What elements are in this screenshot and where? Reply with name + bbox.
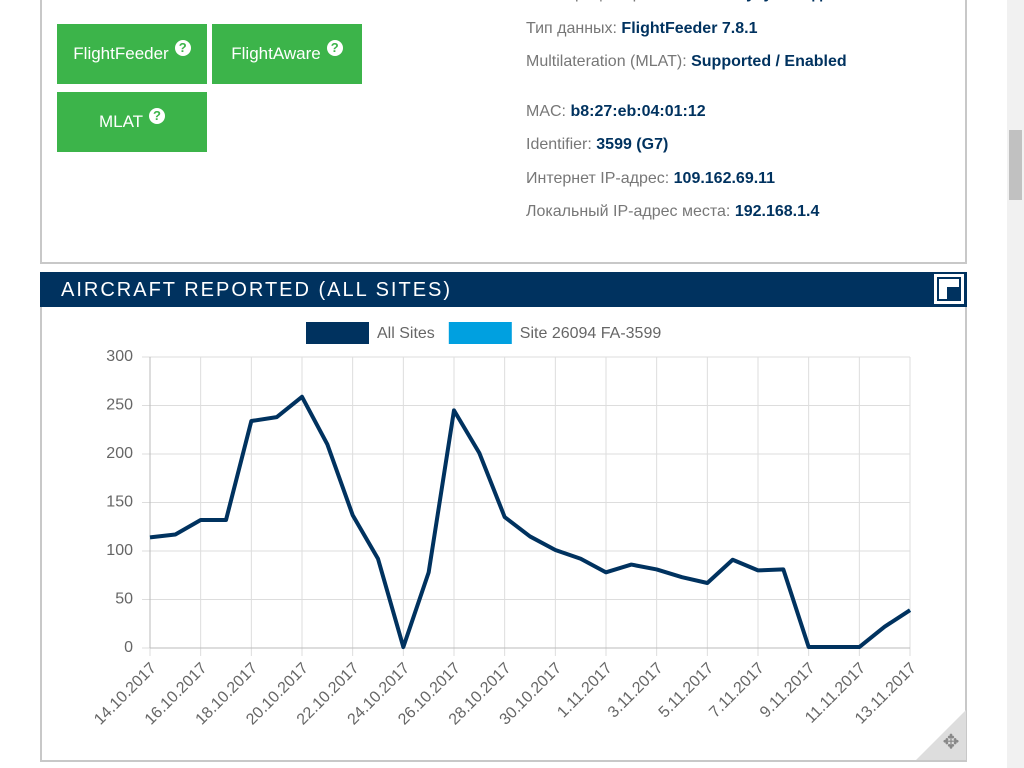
y-tick-label: 50 <box>115 591 133 608</box>
info-label: MAC: <box>526 103 566 120</box>
button[interactable]: FlightFeeder? <box>57 24 207 84</box>
y-tick-label: 100 <box>106 542 133 559</box>
info-value: 192.168.1.4 <box>734 203 820 220</box>
info-row: Multilateration (MLAT): Supported / Enab… <box>526 53 847 71</box>
help-icon: ? <box>149 108 166 124</box>
resize-corner[interactable] <box>916 710 966 760</box>
info-label: Тип данных: <box>526 20 617 37</box>
info-value: Supported / Enabled <box>691 53 847 70</box>
info-row: Тип данных: FlightFeeder 7.8.1 <box>526 20 757 38</box>
y-tick-label: 150 <box>106 494 133 511</box>
info-row: Локальный IP-адрес места: 192.168.1.4 <box>526 203 819 221</box>
info-label: Регистрация приемника: <box>526 0 709 2</box>
button[interactable]: FlightAware? <box>212 24 362 84</box>
button-label: MLAT <box>98 112 144 131</box>
info-value: Минуту назад <box>713 0 822 2</box>
legend-label: Site 26094 FA-3599 <box>520 325 662 342</box>
info-row: Регистрация приемника: Минуту назад <box>526 0 822 3</box>
legend-swatch <box>306 322 369 344</box>
panel-header: AIRCRAFT REPORTED (ALL SITES) <box>40 272 967 307</box>
info-row: MAC: b8:27:eb:04:01:12 <box>526 103 706 121</box>
legend-swatch <box>448 322 512 344</box>
info-label: Локальный IP-адрес места: <box>526 203 731 220</box>
info-label: Интернет IP-адрес: <box>526 170 670 187</box>
scrollbar[interactable] <box>1007 0 1024 768</box>
expand-button[interactable] <box>934 274 964 304</box>
info-label: Identifier: <box>526 136 592 153</box>
info-value: b8:27:eb:04:01:12 <box>570 103 706 120</box>
panel-title: AIRCRAFT REPORTED (ALL SITES) <box>61 279 453 301</box>
y-tick-label: 300 <box>106 348 133 365</box>
y-tick-label: 200 <box>106 445 133 462</box>
info-row: Интернет IP-адрес: 109.162.69.11 <box>526 170 775 188</box>
info-value: FlightFeeder 7.8.1 <box>621 20 758 37</box>
help-icon: ? <box>174 40 191 56</box>
y-tick-label: 250 <box>106 397 133 414</box>
line-series <box>149 394 912 650</box>
y-tick-label: 0 <box>124 639 133 656</box>
legend-label: All Sites <box>377 325 435 342</box>
info-value: 109.162.69.11 <box>673 170 776 187</box>
button-label: FlightFeeder <box>73 44 169 63</box>
info-row: Identifier: 3599 (G7) <box>526 136 668 154</box>
button-label: FlightAware <box>231 44 321 63</box>
help-icon: ? <box>326 40 343 56</box>
move-icon: ✥ <box>943 731 960 753</box>
info-label: Multilateration (MLAT): <box>526 53 687 70</box>
info-panel <box>40 0 967 264</box>
info-value: 3599 (G7) <box>596 136 669 153</box>
button[interactable]: MLAT? <box>57 92 207 152</box>
